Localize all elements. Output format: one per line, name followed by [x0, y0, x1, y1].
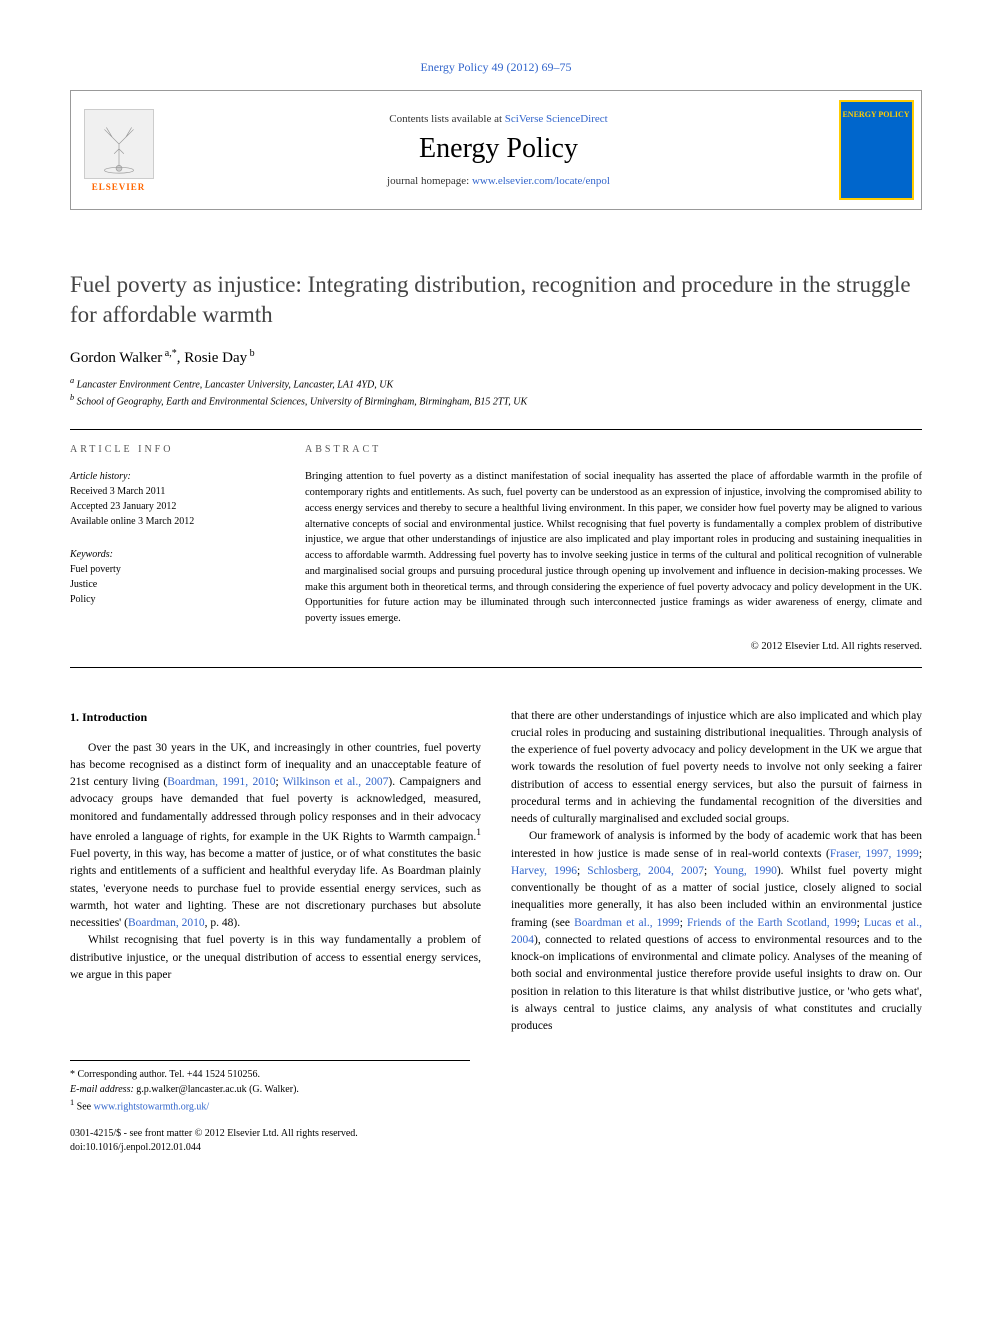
- body-text: 1. Introduction Over the past 30 years i…: [70, 708, 922, 1036]
- cite-boardman-1999[interactable]: Boardman et al., 1999: [574, 917, 680, 929]
- keywords-label: Keywords:: [70, 547, 275, 562]
- affiliation-b: b School of Geography, Earth and Environ…: [70, 392, 922, 409]
- email-line: E-mail address: g.p.walker@lancaster.ac.…: [70, 1082, 470, 1097]
- intro-p3: that there are other understandings of i…: [511, 708, 922, 829]
- journal-name: Energy Policy: [419, 133, 578, 165]
- cite-foe-scotland[interactable]: Friends of the Earth Scotland, 1999: [687, 917, 857, 929]
- issn-line: 0301-4215/$ - see front matter © 2012 El…: [70, 1127, 470, 1141]
- cite-young[interactable]: Young, 1990: [714, 865, 777, 877]
- elsevier-logo: ELSEVIER: [71, 91, 166, 209]
- right-column: that there are other understandings of i…: [511, 708, 922, 1036]
- article-info-heading: article info: [70, 442, 275, 457]
- affiliation-a: a Lancaster Environment Centre, Lancaste…: [70, 375, 922, 392]
- contents-available-line: Contents lists available at SciVerse Sci…: [389, 113, 607, 125]
- article-history-label: Article history:: [70, 469, 275, 484]
- article-info-block: article info Article history: Received 3…: [70, 429, 290, 666]
- online-date: Available online 3 March 2012: [70, 514, 275, 529]
- elsevier-tree-icon: [84, 109, 154, 179]
- corresponding-author: * Corresponding author. Tel. +44 1524 51…: [70, 1067, 470, 1082]
- cite-harvey[interactable]: Harvey, 1996: [511, 865, 577, 877]
- left-column: 1. Introduction Over the past 30 years i…: [70, 708, 481, 1036]
- abstract-block: abstract Bringing attention to fuel pove…: [290, 429, 922, 666]
- footnote-link[interactable]: www.rightstowarmth.org.uk/: [94, 1102, 210, 1113]
- received-date: Received 3 March 2011: [70, 484, 275, 499]
- cite-wilkinson-2007[interactable]: Wilkinson et al., 2007: [283, 776, 389, 788]
- abstract-text: Bringing attention to fuel poverty as a …: [305, 469, 922, 627]
- cite-boardman-2010[interactable]: Boardman, 2010: [128, 917, 205, 929]
- doi-line: doi:10.1016/j.enpol.2012.01.044: [70, 1141, 470, 1155]
- elsevier-label: ELSEVIER: [92, 182, 146, 192]
- cite-boardman-1991[interactable]: Boardman, 1991, 2010: [167, 776, 275, 788]
- authors-list: Gordon Walker a,*, Rosie Day b: [70, 348, 922, 367]
- abstract-copyright: © 2012 Elsevier Ltd. All rights reserved…: [305, 639, 922, 655]
- footnote-1: 1 See www.rightstowarmth.org.uk/: [70, 1097, 470, 1114]
- author-1: Gordon Walker a,*: [70, 350, 177, 366]
- journal-cover-thumbnail: ENERGY POLICY: [831, 91, 921, 209]
- keyword-1: Fuel poverty: [70, 562, 275, 577]
- intro-p4: Our framework of analysis is informed by…: [511, 828, 922, 1035]
- footnotes: * Corresponding author. Tel. +44 1524 51…: [70, 1060, 470, 1154]
- cite-schlosberg[interactable]: Schlosberg, 2004, 2007: [587, 865, 704, 877]
- sciencedirect-link[interactable]: SciVerse ScienceDirect: [505, 113, 608, 125]
- article-title: Fuel poverty as injustice: Integrating d…: [70, 270, 922, 330]
- accepted-date: Accepted 23 January 2012: [70, 499, 275, 514]
- section-1-heading: 1. Introduction: [70, 708, 481, 726]
- affiliations: a Lancaster Environment Centre, Lancaste…: [70, 375, 922, 410]
- cite-fraser[interactable]: Fraser, 1997, 1999: [830, 848, 919, 860]
- journal-reference: Energy Policy 49 (2012) 69–75: [70, 60, 922, 75]
- abstract-heading: abstract: [305, 442, 922, 457]
- intro-p2: Whilst recognising that fuel poverty is …: [70, 932, 481, 984]
- keyword-3: Policy: [70, 592, 275, 607]
- author-2: Rosie Day b: [184, 350, 254, 366]
- journal-homepage-link[interactable]: www.elsevier.com/locate/enpol: [472, 175, 610, 187]
- intro-p1: Over the past 30 years in the UK, and in…: [70, 740, 481, 933]
- keyword-2: Justice: [70, 577, 275, 592]
- journal-header: ELSEVIER Contents lists available at Sci…: [70, 90, 922, 210]
- journal-homepage-line: journal homepage: www.elsevier.com/locat…: [387, 175, 610, 187]
